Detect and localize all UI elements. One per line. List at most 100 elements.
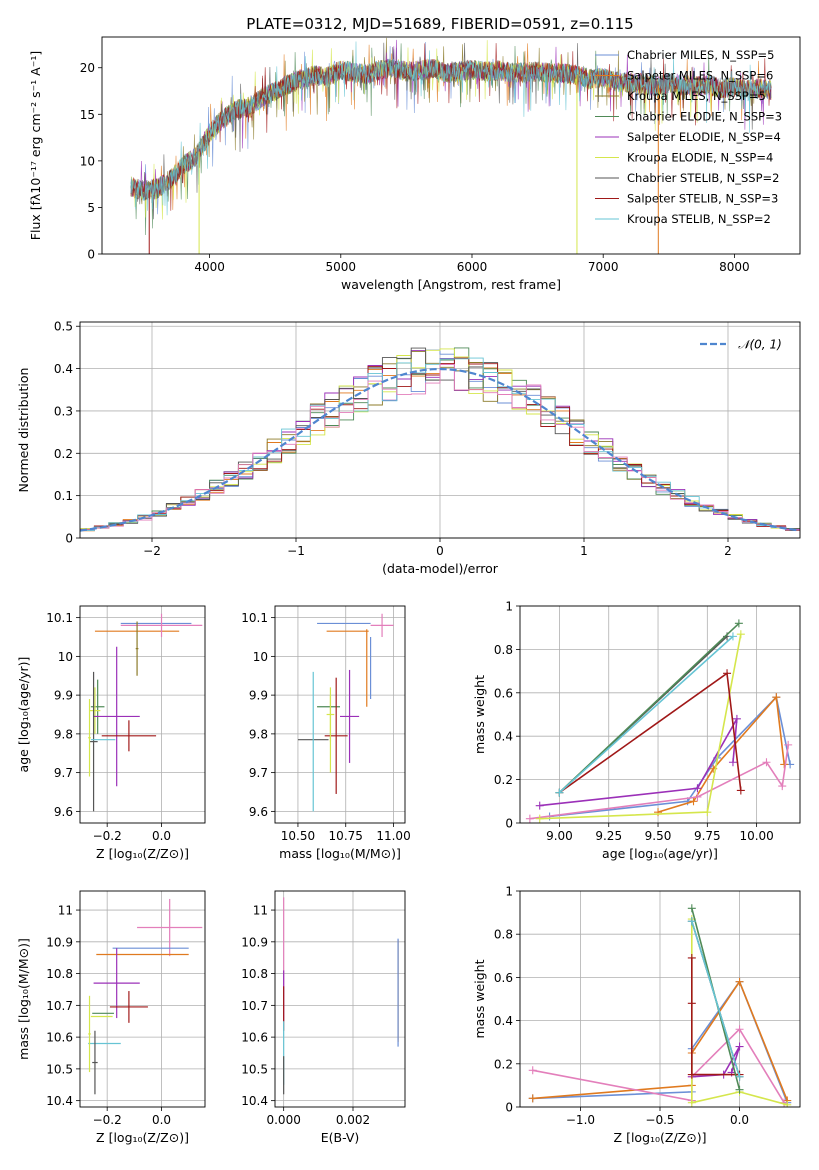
legend-entry: Chabrier STELIB, N_SSP=2: [627, 171, 779, 185]
y-tick-label: 9.7: [249, 766, 268, 780]
errorbar-point: [88, 699, 91, 777]
weight-marker: [687, 1070, 696, 1079]
x-axis-label: Z [log₁₀(Z/Z⊙)]: [96, 846, 189, 861]
y-tick-label: 11: [253, 904, 268, 918]
y-tick-label: 1: [505, 600, 513, 614]
x-tick-label: 8000: [719, 260, 750, 274]
x-axis-label: age [log₁₀(age/yr)]: [602, 846, 718, 861]
grid-lines: [80, 606, 205, 823]
y-tick-label: 9.9: [249, 689, 268, 703]
weight-marker: [723, 669, 732, 678]
y-tick-label: 10.7: [241, 999, 268, 1013]
grid-lines: [275, 891, 405, 1107]
plot-area: [80, 347, 800, 532]
y-tick-label: 10.9: [46, 935, 73, 949]
weight-marker: [728, 632, 737, 641]
y-tick-label: 0.2: [494, 773, 513, 787]
y-tick-label: 0: [87, 248, 95, 262]
weight-marker: [783, 1100, 792, 1107]
weight-marker: [687, 999, 696, 1008]
x-axis-label: E(B-V): [321, 1130, 360, 1145]
x-axis-label: mass [log₁₀(M/M⊙)]: [279, 846, 401, 861]
y-tick-label: 9.6: [249, 805, 268, 819]
x-tick-label: 4000: [194, 260, 225, 274]
y-tick-label: 10.7: [46, 999, 73, 1013]
errorbar-point: [88, 995, 91, 1073]
weight-vs-age-panel: 9.00 9.25 9.50 9.75 10.00 0 0.2 0.4 0.6 0.8 1 age […: [472, 600, 801, 861]
weight-marker: [735, 1085, 744, 1094]
x-tick-label: 9.75: [694, 829, 721, 843]
x-tick-label: 11.00: [376, 829, 410, 843]
y-tick-label: 10.8: [241, 967, 268, 981]
axes-frame: [79, 321, 801, 539]
y-tick-label: 10.1: [46, 611, 73, 625]
x-tick-label: 9.00: [546, 829, 573, 843]
axes-frame: [79, 890, 206, 1108]
weight-marker: [693, 792, 702, 801]
grid-lines: [275, 606, 405, 823]
weight-marker: [735, 977, 744, 986]
errorbar-point: [89, 671, 98, 812]
weight-series-line: [539, 634, 742, 820]
axes-frame: [519, 890, 801, 1108]
weight-series-line: [558, 635, 734, 794]
plot-area: [283, 897, 399, 1095]
errorbar-point: [340, 669, 360, 763]
x-tick-label: 0.002: [336, 1113, 370, 1127]
weight-marker: [736, 786, 745, 795]
plot-area: [297, 613, 394, 812]
x-tick-label: 9.25: [595, 829, 622, 843]
x-tick-label: −0.2: [93, 829, 122, 843]
y-axis-label: mass weight: [472, 675, 487, 754]
y-axis-label: mass [log₁₀(M/M⊙)]: [16, 938, 31, 1060]
mass-vs-metallicity-panel: −0.2 0.0 10.4 10.5 10.6 10.7 10.8 10.9 11 Z [log₁…: [16, 890, 206, 1145]
weight-marker: [703, 808, 712, 817]
y-tick-label: 9.9: [54, 689, 73, 703]
y-axis-label: age [log₁₀(age/yr)]: [16, 657, 31, 773]
weight-marker: [689, 797, 698, 806]
legend-entry: Salpeter MILES, N_SSP=6: [627, 69, 773, 83]
x-tick-label: 10.50: [281, 829, 315, 843]
legend-entry: Kroupa MILES, N_SSP=5: [627, 89, 766, 103]
legend-entry: Kroupa STELIB, N_SSP=2: [627, 212, 771, 226]
weight-marker: [535, 814, 544, 823]
age-vs-metallicity-panel: −0.2 0.0 9.6 9.7 9.8 9.9 10 10.1 Z [log₁₀(Z/Z⊙)]…: [16, 605, 206, 861]
y-tick-label: 10.5: [46, 1062, 73, 1076]
weight-series-line: [532, 1027, 785, 1104]
residuals-panel: −2 −1 0 1 2 0 0.1 0.2 0.3 0.4 0.5 (data-model)/erro…: [16, 320, 801, 576]
weight-marker: [762, 758, 771, 767]
weight-series-line: [558, 622, 740, 794]
y-tick-label: 10.4: [46, 1094, 73, 1108]
weight-marker: [528, 1094, 537, 1103]
axes-frame: [274, 890, 406, 1108]
y-tick-label: 9.8: [54, 727, 73, 741]
y-tick-label: 0.4: [54, 362, 73, 376]
errorbar-point: [120, 613, 203, 637]
y-tick-label: 0.8: [494, 928, 513, 942]
errorbar-point: [109, 991, 148, 1023]
weight-marker: [772, 693, 781, 702]
spectrum-panel: 4000 5000 6000 7000 8000 0 5 10 15 20 wavelength […: [28, 36, 801, 292]
weight-marker: [693, 784, 702, 793]
axes-frame: [79, 605, 206, 824]
grid-lines: [80, 891, 205, 1107]
weight-marker: [735, 1072, 744, 1081]
y-tick-label: 11: [58, 904, 73, 918]
x-tick-label: −0.5: [645, 1113, 674, 1127]
y-tick-label: 9.8: [249, 727, 268, 741]
y-tick-label: 10.4: [241, 1094, 268, 1108]
spectrum-line: [130, 41, 772, 216]
errorbar-point: [135, 621, 139, 676]
y-axis-label: mass weight: [472, 959, 487, 1038]
y-tick-label: 0.4: [494, 1014, 513, 1028]
legend-entry: Salpeter STELIB, N_SSP=3: [627, 192, 778, 206]
grid-lines: [520, 890, 800, 1108]
weight-marker: [687, 953, 696, 962]
y-tick-label: 1: [505, 885, 513, 899]
x-tick-label: 0: [436, 544, 444, 558]
y-tick-label: 0.5: [54, 320, 73, 334]
weight-vs-metallicity-panel: −1.0 −0.5 0.0 0 0.2 0.4 0.6 0.8 1 Z [log₁₀(Z/Z⊙)]…: [472, 885, 801, 1145]
weight-marker: [778, 782, 787, 791]
y-tick-label: 10.8: [46, 967, 73, 981]
axes-frame: [274, 605, 406, 824]
